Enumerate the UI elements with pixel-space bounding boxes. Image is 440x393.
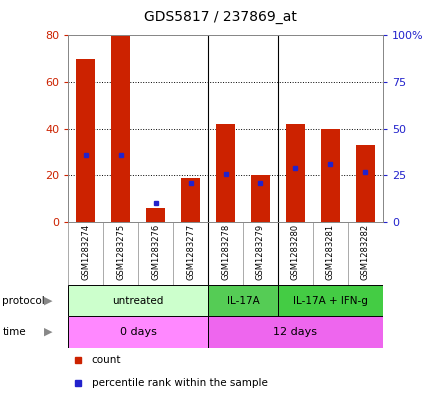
Text: GSM1283278: GSM1283278 bbox=[221, 224, 230, 280]
Bar bbox=[208, 285, 278, 316]
Bar bbox=[68, 316, 208, 348]
Text: GDS5817 / 237869_at: GDS5817 / 237869_at bbox=[143, 10, 297, 24]
Bar bbox=[321, 129, 340, 222]
Text: ▶: ▶ bbox=[44, 296, 52, 306]
Text: protocol: protocol bbox=[2, 296, 45, 306]
Text: GSM1283274: GSM1283274 bbox=[81, 224, 90, 280]
Bar bbox=[216, 124, 235, 222]
Text: IL-17A + IFN-g: IL-17A + IFN-g bbox=[293, 296, 368, 306]
Bar bbox=[208, 316, 383, 348]
Text: IL-17A: IL-17A bbox=[227, 296, 259, 306]
Bar bbox=[286, 124, 305, 222]
Text: count: count bbox=[92, 355, 121, 365]
Text: GSM1283282: GSM1283282 bbox=[361, 224, 370, 280]
Bar bbox=[356, 145, 375, 222]
Text: GSM1283275: GSM1283275 bbox=[116, 224, 125, 280]
Bar bbox=[76, 59, 95, 222]
Text: time: time bbox=[2, 327, 26, 337]
Text: 0 days: 0 days bbox=[120, 327, 157, 337]
Text: percentile rank within the sample: percentile rank within the sample bbox=[92, 378, 268, 388]
Text: 12 days: 12 days bbox=[273, 327, 317, 337]
Bar bbox=[278, 285, 383, 316]
Bar bbox=[111, 35, 130, 222]
Text: GSM1283280: GSM1283280 bbox=[291, 224, 300, 280]
Bar bbox=[181, 178, 200, 222]
Text: ▶: ▶ bbox=[44, 327, 52, 337]
Text: GSM1283281: GSM1283281 bbox=[326, 224, 335, 280]
Bar bbox=[68, 285, 208, 316]
Text: GSM1283276: GSM1283276 bbox=[151, 224, 160, 280]
Bar bbox=[146, 208, 165, 222]
Text: untreated: untreated bbox=[113, 296, 164, 306]
Text: GSM1283279: GSM1283279 bbox=[256, 224, 265, 280]
Bar bbox=[251, 175, 270, 222]
Text: GSM1283277: GSM1283277 bbox=[186, 224, 195, 280]
